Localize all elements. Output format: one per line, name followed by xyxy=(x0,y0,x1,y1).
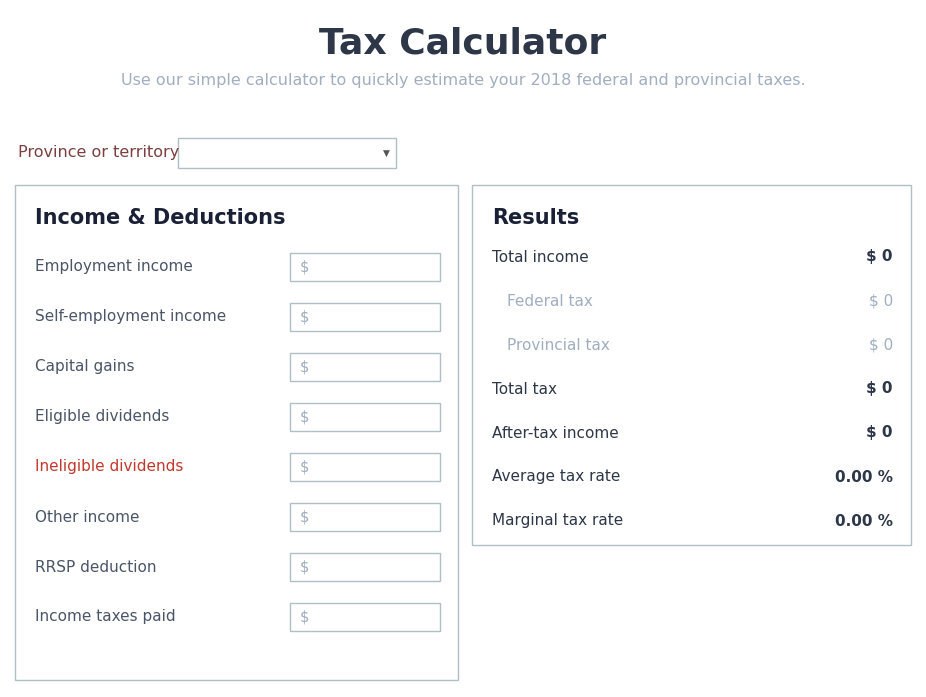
Text: Income taxes paid: Income taxes paid xyxy=(35,609,176,625)
FancyBboxPatch shape xyxy=(290,303,440,331)
Text: $: $ xyxy=(300,360,309,374)
FancyBboxPatch shape xyxy=(290,353,440,381)
Text: Ineligible dividends: Ineligible dividends xyxy=(35,459,183,475)
Text: $: $ xyxy=(300,560,309,574)
Text: Province or territory: Province or territory xyxy=(18,144,180,160)
Text: Provincial tax: Provincial tax xyxy=(507,337,610,353)
FancyBboxPatch shape xyxy=(290,453,440,481)
Text: $ 0: $ 0 xyxy=(867,250,893,264)
Text: Results: Results xyxy=(492,208,580,228)
Text: Federal tax: Federal tax xyxy=(507,293,593,309)
Text: 0.00 %: 0.00 % xyxy=(835,470,893,484)
Text: Tax Calculator: Tax Calculator xyxy=(319,27,607,61)
FancyBboxPatch shape xyxy=(290,503,440,531)
Text: $ 0: $ 0 xyxy=(869,293,893,309)
Text: RRSP deduction: RRSP deduction xyxy=(35,560,156,574)
Text: $ 0: $ 0 xyxy=(869,337,893,353)
Text: $: $ xyxy=(300,459,309,475)
Text: Employment income: Employment income xyxy=(35,259,193,275)
Text: $: $ xyxy=(300,609,309,625)
Text: $ 0: $ 0 xyxy=(867,381,893,397)
Text: $: $ xyxy=(300,309,309,325)
Text: $: $ xyxy=(300,510,309,525)
Text: Total tax: Total tax xyxy=(492,381,557,397)
Text: 0.00 %: 0.00 % xyxy=(835,514,893,528)
Text: Use our simple calculator to quickly estimate your 2018 federal and provincial t: Use our simple calculator to quickly est… xyxy=(120,72,806,88)
Text: $: $ xyxy=(300,410,309,424)
Text: Self-employment income: Self-employment income xyxy=(35,309,226,325)
FancyBboxPatch shape xyxy=(472,185,911,545)
Text: Income & Deductions: Income & Deductions xyxy=(35,208,285,228)
FancyBboxPatch shape xyxy=(290,603,440,631)
FancyBboxPatch shape xyxy=(290,403,440,431)
FancyBboxPatch shape xyxy=(290,553,440,581)
FancyBboxPatch shape xyxy=(15,185,458,680)
Text: Other income: Other income xyxy=(35,510,140,525)
Text: Capital gains: Capital gains xyxy=(35,360,134,374)
Text: Eligible dividends: Eligible dividends xyxy=(35,410,169,424)
Text: $ 0: $ 0 xyxy=(867,425,893,441)
Text: Marginal tax rate: Marginal tax rate xyxy=(492,514,623,528)
Text: After-tax income: After-tax income xyxy=(492,425,619,441)
Text: ▼: ▼ xyxy=(382,148,390,158)
Text: Average tax rate: Average tax rate xyxy=(492,470,620,484)
FancyBboxPatch shape xyxy=(290,253,440,281)
FancyBboxPatch shape xyxy=(178,138,396,168)
Text: Total income: Total income xyxy=(492,250,589,264)
Text: $: $ xyxy=(300,259,309,275)
